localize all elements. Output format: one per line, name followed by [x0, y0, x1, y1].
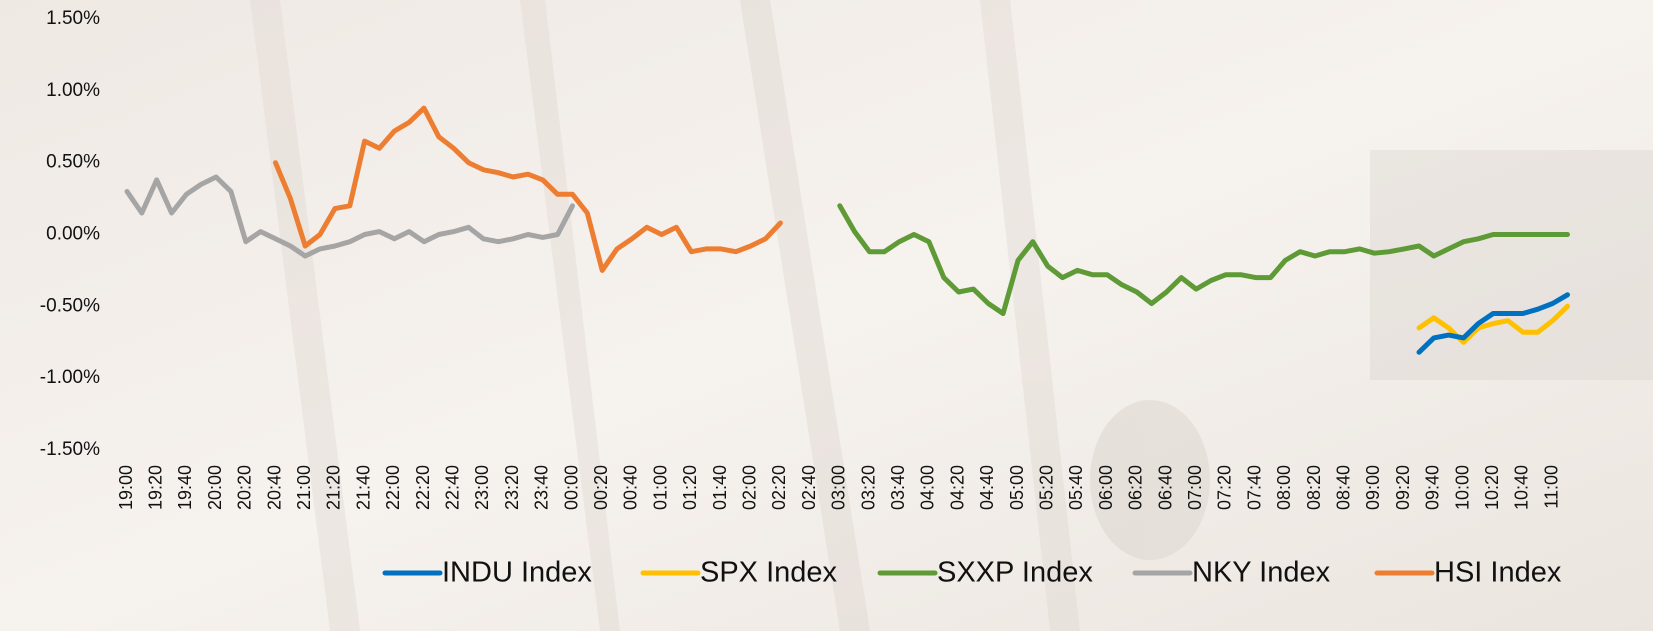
legend-label: SPX Index	[700, 557, 838, 589]
x-tick-label: 11:00	[1541, 465, 1561, 509]
x-tick-label: 03:00	[829, 465, 849, 510]
x-tick-label: 21:20	[324, 465, 344, 510]
series-line	[837, 203, 1570, 316]
x-tick-label: 08:00	[1274, 465, 1294, 510]
series-line	[124, 174, 575, 259]
x-tick-label: 01:00	[650, 465, 670, 510]
x-tick-label: 10:20	[1482, 465, 1502, 510]
x-tick-label: 04:20	[947, 465, 967, 510]
background-photo	[250, 0, 1653, 631]
x-tick-label: 01:40	[710, 465, 730, 510]
x-tick-label: 20:20	[235, 465, 255, 510]
x-tick-label: 19:20	[145, 465, 165, 510]
x-tick-label: 02:00	[739, 465, 759, 510]
x-tick-label: 22:00	[383, 465, 403, 510]
x-tick-label: 05:00	[1007, 465, 1027, 510]
legend-label: HSI Index	[1434, 557, 1562, 589]
x-tick-label: 00:20	[591, 465, 611, 510]
y-tick-label: 1.50%	[46, 8, 100, 29]
x-tick-label: 23:00	[472, 465, 492, 510]
x-tick-label: 08:40	[1333, 465, 1353, 510]
legend: INDU Index SPX Index SXXP Index NKY Index HS…	[382, 557, 1562, 589]
y-tick-label: -1.50%	[40, 439, 100, 460]
x-tick-label: 21:00	[294, 465, 314, 510]
x-tick-label: 08:20	[1304, 465, 1324, 510]
legend-label: SXXP Index	[937, 557, 1093, 589]
x-tick-label: 01:20	[680, 465, 700, 510]
x-tick-label: 03:20	[858, 465, 878, 510]
y-tick-label: 0.00%	[46, 224, 100, 245]
series-line	[1416, 292, 1570, 355]
y-tick-label: -0.50%	[40, 295, 100, 316]
x-tick-label: 20:40	[264, 465, 284, 510]
y-tick-label: 0.50%	[46, 152, 100, 173]
x-tick-label: 03:40	[888, 465, 908, 510]
x-tick-label: 23:20	[502, 465, 522, 510]
x-tick-label: 22:40	[442, 465, 462, 510]
series-line	[273, 105, 783, 273]
x-tick-label: 05:20	[1036, 465, 1056, 510]
x-tick-label: 06:40	[1155, 465, 1175, 510]
x-tick-label: 07:20	[1215, 465, 1235, 510]
x-tick-label: 05:40	[1066, 465, 1086, 510]
x-tick-label: 21:40	[353, 465, 373, 510]
x-tick-label: 02:20	[769, 465, 789, 510]
legend-label: INDU Index	[442, 557, 592, 589]
x-tick-label: 02:40	[799, 465, 819, 510]
x-tick-label: 07:00	[1185, 465, 1205, 510]
series-line	[1416, 303, 1570, 345]
x-tick-label: 07:40	[1244, 465, 1264, 510]
x-tick-label: 04:00	[918, 465, 938, 510]
x-tick-label: 00:40	[621, 465, 641, 510]
x-tick-label: 10:00	[1452, 465, 1472, 510]
legend-label: NKY Index	[1192, 557, 1331, 589]
x-tick-label: 06:20	[1126, 465, 1146, 510]
x-tick-label: 10:40	[1512, 465, 1532, 510]
x-tick-label: 06:00	[1096, 465, 1116, 510]
y-tick-label: 1.00%	[46, 80, 100, 101]
x-tick-label: 00:00	[561, 465, 581, 510]
x-tick-label: 09:20	[1393, 465, 1413, 510]
x-tick-label: 19:00	[116, 465, 136, 510]
x-tick-label: 09:00	[1363, 465, 1383, 510]
x-tick-label: 09:40	[1423, 465, 1443, 510]
x-tick-label: 22:20	[413, 465, 433, 510]
x-tick-label: 23:40	[532, 465, 552, 510]
x-tick-label: 19:40	[175, 465, 195, 510]
x-tick-label: 20:00	[205, 465, 225, 510]
y-tick-label: -1.00%	[40, 367, 100, 388]
x-tick-label: 04:40	[977, 465, 997, 510]
